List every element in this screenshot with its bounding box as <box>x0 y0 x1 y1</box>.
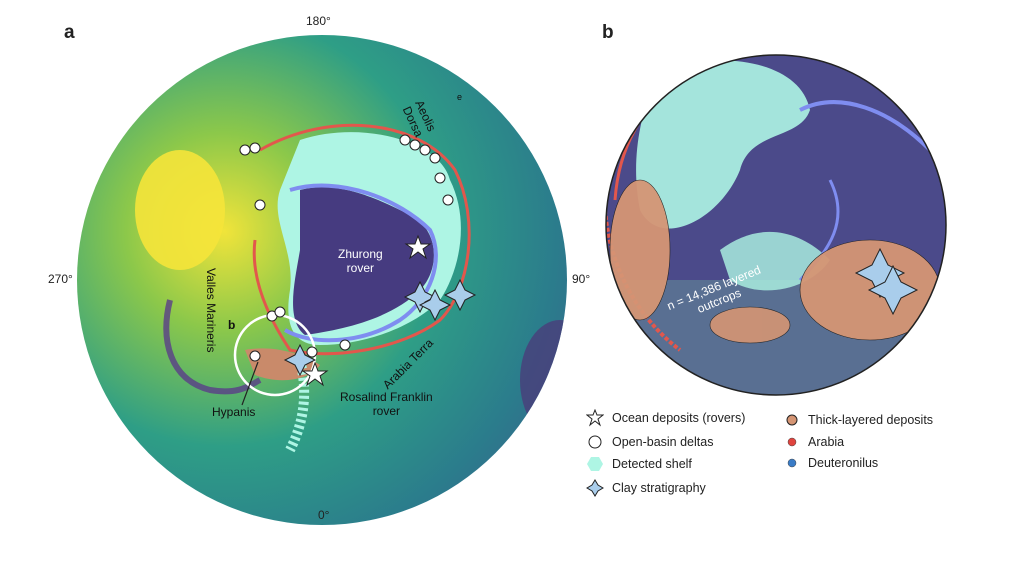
circle-icon <box>588 435 602 449</box>
label-e: e <box>457 92 463 102</box>
legend-label: Clay stratigraphy <box>612 481 706 495</box>
hexagon-icon <box>587 457 603 471</box>
label-rosalind-franklin-rover: Rosalind Franklin rover <box>340 390 433 418</box>
diamond-star-icon <box>586 479 604 497</box>
legend-label: Deuteronilus <box>808 456 879 470</box>
label-hypanis: Hypanis <box>212 405 256 419</box>
legend-detected-shelf: Detected shelf <box>586 455 692 473</box>
label-zhurong-rover: Zhurong rover <box>338 247 383 275</box>
circle-icon <box>786 414 798 426</box>
dot-icon <box>787 458 797 468</box>
clay-stratigraphy-markers <box>283 278 477 377</box>
hypanis-detail-map <box>605 54 947 396</box>
tick-180: 180° <box>306 14 331 28</box>
legend-label: Detected shelf <box>612 457 692 471</box>
label-b-marker: b <box>228 318 236 332</box>
legend-label: Arabia <box>808 435 845 449</box>
legend-label: Open-basin deltas <box>612 435 714 449</box>
legend-label: Ocean deposits (rovers) <box>612 411 746 425</box>
tick-270: 270° <box>48 272 73 286</box>
legend-deuteronilus: Deuteronilus <box>784 455 878 471</box>
legend-open-basin-deltas: Open-basin deltas <box>586 433 713 451</box>
tick-0: 0° <box>318 508 330 522</box>
label-valles-marineris: Valles Marineris <box>204 268 218 353</box>
ocean-deposit-stars <box>301 234 432 387</box>
open-basin-deltas <box>239 134 454 362</box>
legend-ocean-deposits: Ocean deposits (rovers) <box>586 409 745 427</box>
dot-icon <box>787 437 797 447</box>
clay-stratigraphy-markers-b <box>854 247 919 316</box>
mars-polar-map <box>77 35 567 525</box>
legend-arabia: Arabia <box>784 434 844 450</box>
panel-a-letter: a <box>64 22 75 43</box>
legend-label: Thick-layered deposits <box>808 413 934 427</box>
star-icon <box>586 409 604 427</box>
thick-layered-deposits <box>609 179 941 344</box>
northern-basin <box>293 187 434 335</box>
legend-clay-stratigraphy: Clay stratigraphy <box>586 479 706 497</box>
panel-b-letter: b <box>602 22 614 43</box>
legend-thick-layered-deposits: Thick-layered deposits <box>784 412 933 428</box>
tick-90: 90° <box>572 272 591 286</box>
